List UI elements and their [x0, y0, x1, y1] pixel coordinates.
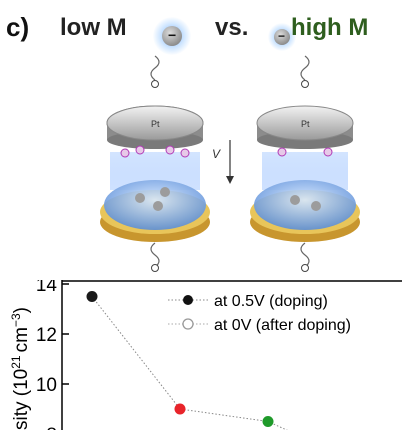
y-axis-label: sity (1021cm−3) [9, 307, 32, 430]
voltage-arrow: V [212, 140, 234, 184]
anion-icon [120, 145, 190, 158]
y-tick-label: 10 [36, 375, 57, 396]
minus-sign-high: − [278, 29, 286, 43]
y-tick-label: 8 [46, 425, 57, 430]
anion-icon [277, 147, 333, 157]
legend-marker-after-doping [182, 318, 194, 330]
voltage-label: V [212, 147, 221, 161]
pt-label-left: Pt [151, 119, 160, 129]
data-point-1 [86, 291, 98, 302]
series-line-doping [91, 296, 288, 430]
legend-label-doping: at 0.5V (doping) [214, 293, 328, 310]
legend-label-after-doping: at 0V (after doping) [214, 317, 351, 334]
left-device: Pt [100, 55, 210, 272]
legend: at 0.5V (doping) at 0V (after doping) [168, 293, 351, 334]
legend-marker-doping [183, 295, 193, 305]
panel-label: c) [6, 12, 30, 42]
header-vs: vs. [215, 14, 249, 41]
header-high-m: high M [291, 14, 369, 41]
data-point-2 [174, 403, 186, 415]
right-device: Pt [250, 55, 360, 272]
data-point-3 [262, 416, 274, 427]
anion-icon-low [162, 26, 182, 46]
device-illustration: Pt V Pt [100, 55, 360, 272]
y-tick-label: 12 [36, 325, 57, 346]
carrier-density-chart: 8 10 12 14 sity (1021cm−3) at 0.5V (doping)… [9, 280, 402, 430]
pt-electrode-icon [256, 105, 354, 141]
anion-icon-high [274, 29, 290, 45]
header-low-m: low M [60, 14, 127, 41]
minus-sign-low: − [168, 27, 177, 43]
pt-label-right: Pt [301, 119, 310, 129]
y-tick-label: 14 [36, 280, 58, 296]
